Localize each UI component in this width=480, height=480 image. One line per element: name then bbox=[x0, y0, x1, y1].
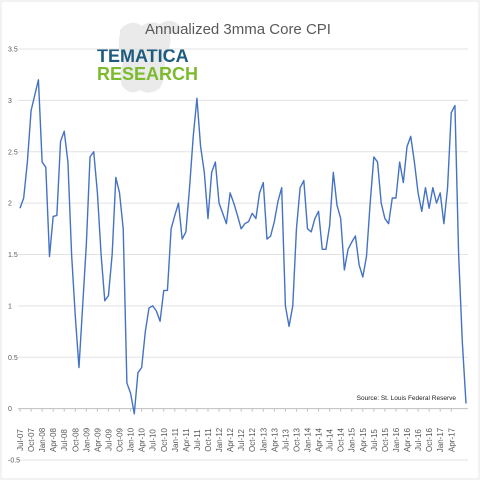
x-tick-label: Apr-10 bbox=[138, 427, 147, 452]
series-line bbox=[19, 79, 467, 415]
x-tick-label: Oct-07 bbox=[27, 427, 36, 452]
y-tick-label: 0.5 bbox=[8, 355, 18, 362]
x-tick-label: Oct-08 bbox=[71, 427, 80, 452]
x-tick-label: Apr-14 bbox=[315, 427, 324, 452]
y-tick-label: 2.5 bbox=[8, 149, 18, 156]
x-tick-label: Jul-08 bbox=[60, 429, 69, 451]
x-tick-label: Apr-17 bbox=[447, 427, 456, 452]
x-tick-label: Jan-16 bbox=[392, 427, 401, 452]
x-tick-label: Jul-10 bbox=[149, 429, 158, 451]
x-tick-label: Oct-15 bbox=[381, 427, 390, 452]
source-note: Source: St. Louis Federal Reserve bbox=[357, 395, 457, 402]
x-tick-label: Oct-12 bbox=[248, 427, 257, 452]
logo-line1: TEMATICA bbox=[97, 46, 189, 66]
logo: TEMATICA RESEARCH bbox=[97, 20, 198, 93]
x-tick-label: Jan-08 bbox=[38, 427, 47, 452]
x-tick-label: Apr-16 bbox=[403, 427, 412, 452]
y-tick-label: -0.5 bbox=[8, 458, 20, 465]
x-tick-label: Oct-13 bbox=[292, 427, 301, 452]
x-tick-label: Jan-14 bbox=[304, 427, 313, 452]
x-axis: Jul-07 Oct-07 Jan-08 Apr-08 Jul-08 Oct-08 Jan-… bbox=[16, 408, 456, 452]
x-tick-label: Jan-11 bbox=[171, 428, 180, 452]
y-tick-label: 1 bbox=[8, 303, 12, 310]
x-tick-label: Jul-13 bbox=[281, 429, 290, 451]
x-tick-label: Oct-14 bbox=[337, 427, 346, 452]
series bbox=[19, 79, 467, 415]
x-tick-label: Jan-09 bbox=[82, 427, 91, 452]
x-tick-label: Jul-07 bbox=[16, 429, 25, 451]
bull-icon bbox=[118, 20, 182, 93]
x-tick-label: Jan-12 bbox=[215, 427, 224, 452]
x-tick-label: Apr-12 bbox=[226, 427, 235, 452]
x-tick-label: Oct-11 bbox=[204, 428, 213, 452]
chart-title: Annualized 3mma Core CPI bbox=[145, 21, 331, 38]
x-tick-label: Jul-09 bbox=[104, 429, 113, 451]
x-tick-label: Jan-17 bbox=[436, 427, 445, 452]
y-tick-label: 3 bbox=[8, 98, 12, 105]
x-tick-label: Jul-16 bbox=[414, 429, 423, 451]
x-tick-label: Jan-15 bbox=[348, 427, 357, 452]
x-tick-label: Jul-12 bbox=[237, 429, 246, 451]
x-tick-label: Apr-15 bbox=[359, 427, 368, 452]
x-tick-label: Oct-09 bbox=[116, 427, 125, 452]
x-tick-label: Jul-14 bbox=[326, 429, 335, 451]
x-tick-label: Apr-09 bbox=[93, 427, 102, 452]
y-tick-label: 3.5 bbox=[8, 47, 18, 54]
x-tick-label: Jan-13 bbox=[259, 427, 268, 452]
x-tick-label: Apr-11 bbox=[182, 428, 191, 452]
x-tick-label: Jan-10 bbox=[127, 427, 136, 452]
y-tick-label: 1.5 bbox=[8, 252, 18, 259]
x-tick-label: Oct-10 bbox=[160, 427, 169, 452]
x-tick-label: Jul-15 bbox=[370, 429, 379, 451]
y-tick-label: 0 bbox=[8, 406, 12, 413]
x-tick-label: Jul-11 bbox=[193, 429, 202, 451]
logo-line2: RESEARCH bbox=[97, 64, 198, 84]
x-tick-label: Apr-13 bbox=[270, 427, 279, 452]
gridlines bbox=[18, 48, 468, 461]
y-tick-label: 2 bbox=[8, 201, 12, 208]
y-axis: -0.5 0 0.5 1 1.5 2 2.5 3 3.5 bbox=[8, 47, 20, 465]
x-tick-label: Apr-08 bbox=[49, 427, 58, 452]
x-tick-label: Oct-16 bbox=[425, 427, 434, 452]
